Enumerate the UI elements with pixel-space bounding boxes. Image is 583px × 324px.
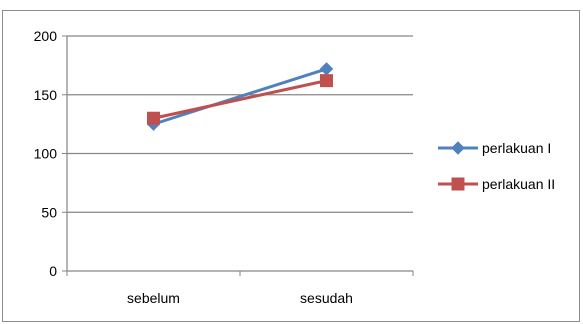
data-point — [320, 74, 333, 88]
y-tick-labels: 0 50 100 150 200 — [34, 28, 58, 279]
chart-frame — [2, 10, 580, 322]
legend: perlakuan I perlakuan II — [438, 140, 555, 192]
y-tick-label: 50 — [41, 204, 57, 220]
x-tick-labels: sebelum sesudah — [127, 290, 353, 306]
x-tick-label: sebelum — [127, 290, 180, 306]
gridlines — [67, 35, 413, 213]
data-point — [319, 62, 334, 76]
y-tick-label: 100 — [34, 146, 58, 162]
legend-label: perlakuan II — [482, 176, 555, 192]
y-tick-label: 0 — [49, 263, 57, 279]
series-line — [152, 67, 328, 126]
series-2 — [147, 74, 333, 125]
series — [146, 62, 334, 131]
legend-entry-1: perlakuan I — [438, 140, 551, 156]
data-point — [147, 111, 160, 125]
axes — [62, 35, 414, 276]
legend-label: perlakuan I — [482, 140, 551, 156]
legend-marker — [451, 141, 465, 155]
x-tick-label: sesudah — [300, 290, 353, 306]
y-tick-label: 200 — [34, 28, 58, 44]
legend-entry-2: perlakuan II — [438, 176, 555, 192]
y-tick-label: 150 — [34, 87, 58, 103]
series-1 — [146, 62, 334, 131]
legend-marker — [451, 177, 465, 191]
series-line — [152, 79, 328, 120]
